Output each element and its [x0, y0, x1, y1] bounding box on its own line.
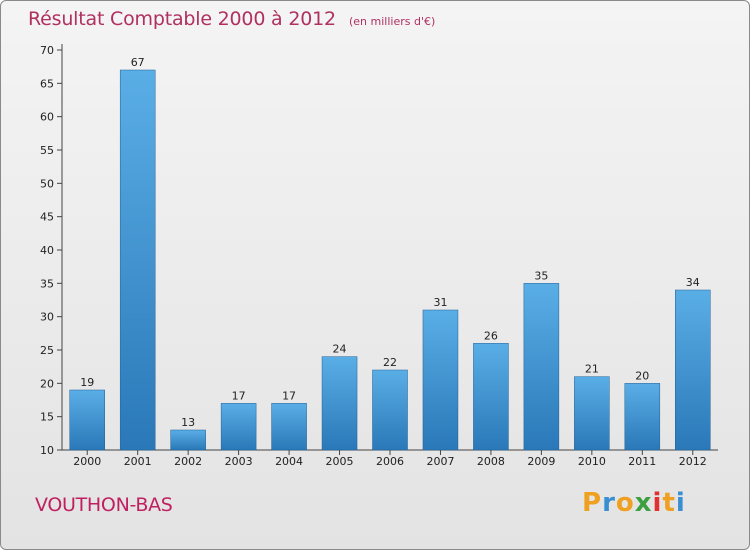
x-tick-label: 2009: [527, 455, 555, 468]
logo-letter: i: [675, 488, 686, 518]
logo-letter: i: [652, 488, 663, 518]
x-tick-label: 2010: [578, 455, 606, 468]
y-tick-label: 30: [40, 311, 54, 324]
y-tick-label: 20: [40, 377, 54, 390]
bar-value-label: 21: [585, 363, 599, 376]
bar-2011: [624, 383, 661, 451]
logo-letter: x: [634, 488, 653, 518]
bar-value-label: 17: [282, 389, 296, 402]
y-tick-label: 25: [40, 344, 54, 357]
y-tick-label: 60: [40, 111, 54, 124]
bar-2007: [422, 309, 459, 451]
bar-2001: [119, 69, 156, 451]
bar-value-label: 34: [686, 276, 700, 289]
x-tick-label: 2003: [225, 455, 253, 468]
y-tick-label: 70: [40, 44, 54, 57]
bar-value-label: 20: [635, 369, 649, 382]
y-tick-label: 65: [40, 77, 54, 90]
x-tick-label: 2005: [326, 455, 354, 468]
commune-name: VOUTHON-BAS: [35, 494, 173, 516]
x-tick-label: 2000: [73, 455, 101, 468]
bar-value-label: 35: [534, 269, 548, 282]
bar-value-label: 13: [181, 416, 195, 429]
bar-2004: [271, 403, 307, 451]
bar-2000: [69, 389, 105, 451]
chart-axes: 10 15 20 25 30 35 40 45 50 55 60 65 70: [40, 44, 718, 457]
x-tick-label: 2002: [174, 455, 202, 468]
chart-bars: [69, 69, 711, 451]
y-tick-label: 15: [40, 411, 54, 424]
y-tick-label: 45: [40, 211, 54, 224]
bar-value-label: 26: [484, 329, 498, 342]
bar-value-label: 67: [131, 56, 145, 69]
x-tick-label: 2004: [275, 455, 303, 468]
logo-letter: P: [582, 488, 603, 518]
proxiti-logo: Proxiti: [582, 488, 686, 518]
bar-2005: [321, 356, 358, 451]
bar-2003: [220, 403, 257, 451]
bar-value-label: 19: [80, 376, 94, 389]
chart-labels: 19 2000 67 2001 13 2002 17 2003 17 2004 24 2005 22 20…: [73, 56, 707, 468]
logo-letter: o: [615, 488, 635, 518]
bar-2006: [372, 369, 408, 451]
chart-subtitle: (en milliers d'€): [348, 15, 436, 28]
bar-2002: [170, 429, 206, 451]
y-tick-label: 55: [40, 144, 54, 157]
x-tick-label: 2008: [477, 455, 505, 468]
chart-title-block: Résultat Comptable 2000 à 2012 (en milli…: [28, 8, 435, 30]
bar-value-label: 24: [333, 343, 347, 356]
x-tick-label: 2007: [426, 455, 454, 468]
bar-2012: [675, 289, 711, 451]
bar-2010: [574, 376, 610, 451]
y-tick-label: 50: [40, 177, 54, 190]
logo-letter: t: [662, 488, 676, 518]
y-tick-label: 35: [40, 277, 54, 290]
bar-value-label: 31: [433, 296, 447, 309]
y-tick-label: 10: [40, 444, 54, 457]
y-tick-label: 40: [40, 244, 54, 257]
bar-2008: [473, 343, 509, 451]
bar-value-label: 22: [383, 356, 397, 369]
x-tick-label: 2006: [376, 455, 404, 468]
chart-title: Résultat Comptable 2000 à 2012: [28, 8, 336, 30]
bar-value-label: 17: [232, 389, 246, 402]
logo-letter: r: [602, 488, 616, 518]
x-tick-label: 2011: [628, 455, 656, 468]
bar-2009: [523, 283, 560, 451]
x-tick-label: 2001: [124, 455, 152, 468]
x-tick-label: 2012: [679, 455, 707, 468]
